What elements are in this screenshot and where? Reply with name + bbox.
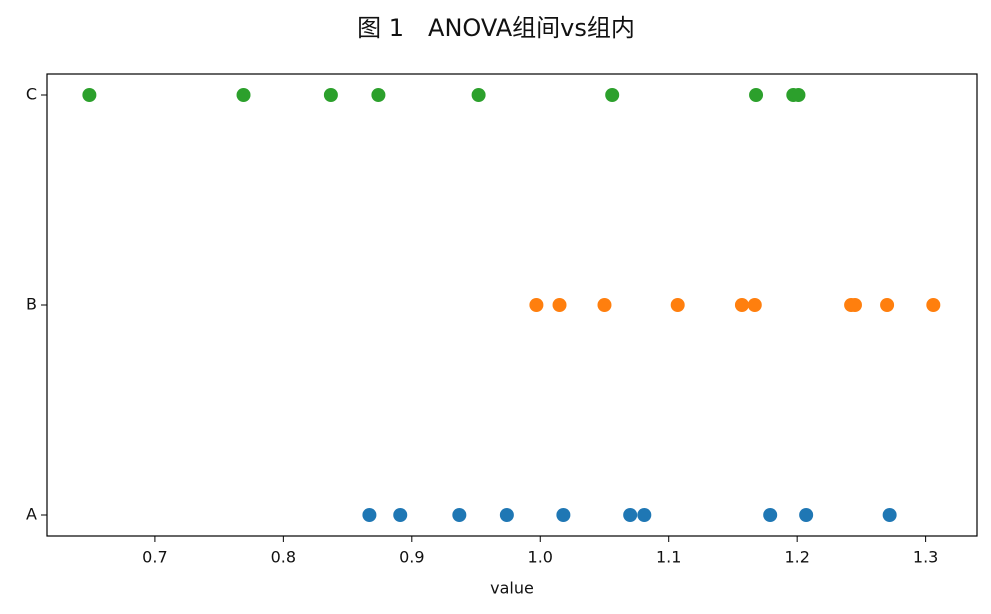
point <box>763 508 778 522</box>
point <box>623 508 638 522</box>
x-tick-label: 1.1 <box>656 548 681 567</box>
point <box>882 508 897 522</box>
x-tick-label: 0.9 <box>399 548 424 567</box>
point <box>847 298 862 312</box>
point <box>926 298 941 312</box>
point <box>605 88 620 102</box>
point <box>556 508 571 522</box>
point <box>362 508 377 522</box>
y-tick-label: C <box>26 85 37 104</box>
point <box>236 88 251 102</box>
point <box>749 88 764 102</box>
x-tick-label: 1.3 <box>913 548 938 567</box>
point <box>552 298 567 312</box>
point <box>323 88 338 102</box>
point <box>371 88 386 102</box>
point <box>597 298 612 312</box>
x-tick-label: 1.2 <box>784 548 809 567</box>
point <box>747 298 762 312</box>
point <box>734 298 749 312</box>
point <box>529 298 544 312</box>
y-tick-label: B <box>26 295 37 314</box>
point <box>637 508 652 522</box>
x-axis-label: value <box>490 579 534 598</box>
point <box>670 298 685 312</box>
point <box>791 88 806 102</box>
x-tick-label: 0.7 <box>142 548 167 567</box>
point <box>799 508 814 522</box>
plot-frame <box>46 73 978 537</box>
chart-title: 图 1 ANOVA组间vs组内 <box>357 14 635 42</box>
point <box>880 298 895 312</box>
point <box>499 508 514 522</box>
point <box>452 508 467 522</box>
x-tick-label: 0.8 <box>271 548 296 567</box>
point <box>393 508 408 522</box>
x-tick-label: 1.0 <box>528 548 553 567</box>
point <box>82 88 97 102</box>
point <box>471 88 486 102</box>
y-tick-label: A <box>26 505 37 524</box>
